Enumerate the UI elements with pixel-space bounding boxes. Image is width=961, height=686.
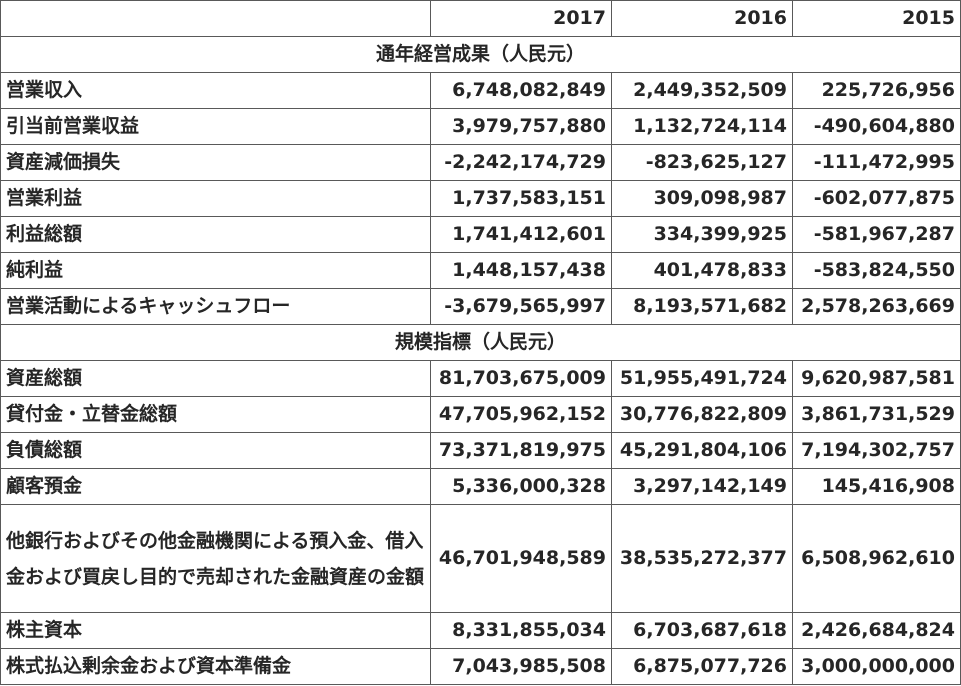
table-row: 資産減価損失 -2,242,174,729 -823,625,127 -111,472… bbox=[0, 144, 961, 181]
value-cell: -823,625,127 bbox=[611, 144, 793, 181]
row-label: 株式払込剰余金および資本準備金 bbox=[0, 648, 431, 685]
value-cell: 6,748,082,849 bbox=[430, 72, 612, 109]
row-label: 負債総額 bbox=[0, 432, 431, 469]
table-row: 引当前営業収益 3,979,757,880 1,132,724,114 -490,60… bbox=[0, 108, 961, 145]
value-cell: 225,726,956 bbox=[792, 72, 961, 109]
value-cell: 3,297,142,149 bbox=[611, 468, 793, 505]
value-cell: -2,242,174,729 bbox=[430, 144, 612, 181]
table-row: 貸付金・立替金総額 47,705,962,152 30,776,822,809 3,8… bbox=[0, 396, 961, 433]
section-title: 規模指標（人民元） bbox=[0, 324, 961, 361]
value-cell: 3,979,757,880 bbox=[430, 108, 612, 145]
value-cell: 2,426,684,824 bbox=[792, 612, 961, 649]
table-row: 他銀行およびその他金融機関による預入金、借入金および買戻し目的で売却された金融資… bbox=[0, 504, 961, 613]
table-row: 株主資本 8,331,855,034 6,703,687,618 2,426,684,… bbox=[0, 612, 961, 649]
value-cell: 1,132,724,114 bbox=[611, 108, 793, 145]
value-cell: 5,336,000,328 bbox=[430, 468, 612, 505]
value-cell: 9,620,987,581 bbox=[792, 360, 961, 397]
value-cell: 2,578,263,669 bbox=[792, 288, 961, 325]
value-cell: -602,077,875 bbox=[792, 180, 961, 217]
value-cell: 8,331,855,034 bbox=[430, 612, 612, 649]
header-cell-blank bbox=[0, 0, 431, 37]
value-cell: -583,824,550 bbox=[792, 252, 961, 289]
value-cell: 3,861,731,529 bbox=[792, 396, 961, 433]
value-cell: 401,478,833 bbox=[611, 252, 793, 289]
row-label: 利益総額 bbox=[0, 216, 431, 253]
row-label: 資産減価損失 bbox=[0, 144, 431, 181]
table-row: 株式払込剰余金および資本準備金 7,043,985,508 6,875,077,72… bbox=[0, 648, 961, 685]
row-label: 営業利益 bbox=[0, 180, 431, 217]
row-label: 貸付金・立替金総額 bbox=[0, 396, 431, 433]
value-cell: 81,703,675,009 bbox=[430, 360, 612, 397]
row-label: 株主資本 bbox=[0, 612, 431, 649]
value-cell: 6,508,962,610 bbox=[792, 504, 961, 613]
value-cell: 309,098,987 bbox=[611, 180, 793, 217]
value-cell: 45,291,804,106 bbox=[611, 432, 793, 469]
value-cell: 1,741,412,601 bbox=[430, 216, 612, 253]
row-label: 純利益 bbox=[0, 252, 431, 289]
table-row: 営業利益 1,737,583,151 309,098,987 -602,077,875 bbox=[0, 180, 961, 217]
value-cell: 1,737,583,151 bbox=[430, 180, 612, 217]
value-cell: 47,705,962,152 bbox=[430, 396, 612, 433]
value-cell: 46,701,948,589 bbox=[430, 504, 612, 613]
row-label: 資産総額 bbox=[0, 360, 431, 397]
value-cell: 7,194,302,757 bbox=[792, 432, 961, 469]
row-label: 他銀行およびその他金融機関による預入金、借入金および買戻し目的で売却された金融資… bbox=[0, 504, 431, 613]
table-row: 顧客預金 5,336,000,328 3,297,142,149 145,416,90… bbox=[0, 468, 961, 505]
value-cell: -490,604,880 bbox=[792, 108, 961, 145]
row-label: 引当前営業収益 bbox=[0, 108, 431, 145]
value-cell: 6,703,687,618 bbox=[611, 612, 793, 649]
value-cell: 30,776,822,809 bbox=[611, 396, 793, 433]
value-cell: 8,193,571,682 bbox=[611, 288, 793, 325]
header-cell-year: 2016 bbox=[611, 0, 793, 37]
value-cell: -3,679,565,997 bbox=[430, 288, 612, 325]
value-cell: 73,371,819,975 bbox=[430, 432, 612, 469]
table-row: 営業活動によるキャッシュフロー -3,679,565,997 8,193,571,6… bbox=[0, 288, 961, 325]
header-cell-year: 2015 bbox=[792, 0, 961, 37]
header-row: 2017 2016 2015 bbox=[0, 0, 961, 37]
section-title: 通年経営成果（人民元） bbox=[0, 36, 961, 73]
value-cell: 1,448,157,438 bbox=[430, 252, 612, 289]
value-cell: 51,955,491,724 bbox=[611, 360, 793, 397]
value-cell: 3,000,000,000 bbox=[792, 648, 961, 685]
section-header-row: 通年経営成果（人民元） bbox=[0, 36, 961, 73]
value-cell: 7,043,985,508 bbox=[430, 648, 612, 685]
table-row: 負債総額 73,371,819,975 45,291,804,106 7,194,30… bbox=[0, 432, 961, 469]
value-cell: 6,875,077,726 bbox=[611, 648, 793, 685]
value-cell: 2,449,352,509 bbox=[611, 72, 793, 109]
value-cell: 38,535,272,377 bbox=[611, 504, 793, 613]
value-cell: -111,472,995 bbox=[792, 144, 961, 181]
value-cell: -581,967,287 bbox=[792, 216, 961, 253]
value-cell: 145,416,908 bbox=[792, 468, 961, 505]
row-label: 営業活動によるキャッシュフロー bbox=[0, 288, 431, 325]
table-row: 純利益 1,448,157,438 401,478,833 -583,824,550 bbox=[0, 252, 961, 289]
row-label: 営業収入 bbox=[0, 72, 431, 109]
table-row: 営業収入 6,748,082,849 2,449,352,509 225,726,95… bbox=[0, 72, 961, 109]
row-label: 顧客預金 bbox=[0, 468, 431, 505]
section-header-row: 規模指標（人民元） bbox=[0, 324, 961, 361]
value-cell: 334,399,925 bbox=[611, 216, 793, 253]
table-row: 利益総額 1,741,412,601 334,399,925 -581,967,287 bbox=[0, 216, 961, 253]
header-cell-year: 2017 bbox=[430, 0, 612, 37]
table-row: 資産総額 81,703,675,009 51,955,491,724 9,620,98… bbox=[0, 360, 961, 397]
